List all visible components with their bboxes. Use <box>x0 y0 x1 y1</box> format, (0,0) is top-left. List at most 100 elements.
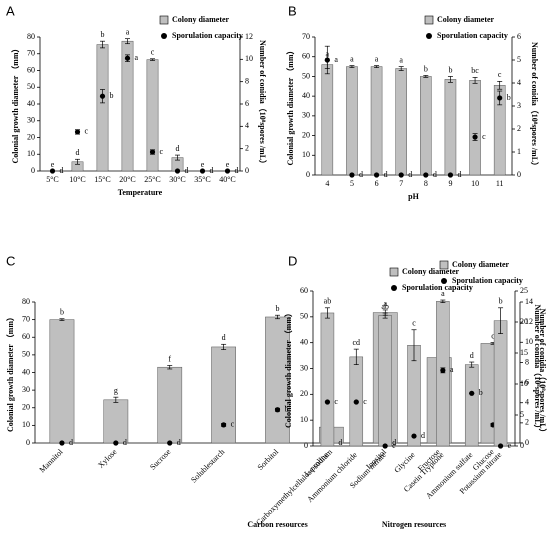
y-tick-label: 60 <box>22 332 30 341</box>
significance-letter: b <box>285 405 289 414</box>
y2-tick-label: 5 <box>520 410 524 419</box>
significance-letter: a <box>450 365 454 374</box>
y-axis-title: Colonial growth diameter （mm） <box>5 313 15 432</box>
significance-letter: b <box>499 297 503 306</box>
error-bar <box>221 343 227 350</box>
error-bar <box>349 65 355 68</box>
x-tick-label: Glycine <box>392 450 417 475</box>
point <box>74 129 81 135</box>
significance-letter: a <box>383 299 387 308</box>
y2-tick-label: 0 <box>245 166 249 175</box>
significance-letter: c <box>482 132 486 141</box>
bar <box>103 399 129 444</box>
error-bar <box>447 76 453 83</box>
error-bar <box>100 40 105 49</box>
point <box>324 399 331 405</box>
error-bar <box>125 38 130 45</box>
point <box>167 440 173 446</box>
y2-tick-label: 12 <box>245 32 253 41</box>
significance-letter: f <box>168 354 171 363</box>
x-tick-label: 5 <box>350 179 354 188</box>
x-axis-title: Carbon resources <box>247 520 307 529</box>
significance-letter: d <box>421 431 425 440</box>
x-tick-label: 6 <box>375 179 379 188</box>
y-tick-label: 20 <box>300 389 308 398</box>
significance-letter: a <box>375 54 379 63</box>
error-bar <box>423 75 429 78</box>
error-bar <box>353 348 359 365</box>
y2-tick-label: 0 <box>517 170 521 179</box>
significance-letter: c <box>491 331 495 340</box>
significance-letter: a <box>399 55 403 64</box>
significance-letter: b <box>276 304 280 313</box>
point <box>497 95 503 101</box>
y-tick-label: 70 <box>27 49 35 58</box>
y-tick-label: 0 <box>306 170 310 179</box>
significance-letter: b <box>101 30 105 39</box>
significance-letter: b <box>448 65 452 74</box>
significance-letter: a <box>135 53 139 62</box>
legend-swatch <box>424 15 434 25</box>
x-tick-label: 7 <box>399 179 403 188</box>
y2-axis-title: Number of conidia（10⁸spores /mL） <box>533 304 543 432</box>
panel-letter: C <box>6 253 15 268</box>
point <box>472 134 478 140</box>
error-bar <box>411 329 417 362</box>
point <box>469 390 475 396</box>
point <box>224 168 231 174</box>
y-tick-label: 80 <box>27 32 35 41</box>
significance-letter: b <box>507 93 511 102</box>
y2-tick-label: 15 <box>520 348 528 357</box>
legend-swatch <box>159 15 169 25</box>
significance-letter: d <box>60 166 64 175</box>
significance-letter: d <box>359 170 363 179</box>
x-axis-title: Nitrogen resources <box>382 520 446 529</box>
y-tick-label: 20 <box>22 403 30 412</box>
y-tick-label: 60 <box>27 65 35 74</box>
bar <box>420 76 432 176</box>
y2-tick-label: 14 <box>525 297 533 306</box>
point <box>411 433 417 439</box>
y2-tick-label: 4 <box>517 78 521 87</box>
legend-label: Sporulation capacity <box>402 283 473 292</box>
significance-letter: b <box>479 388 483 397</box>
y2-tick-label: 10 <box>520 379 528 388</box>
point <box>274 407 281 413</box>
point <box>113 440 119 446</box>
point <box>199 168 206 174</box>
legend-swatch <box>441 278 447 284</box>
y-tick-label: 0 <box>304 441 308 450</box>
point <box>440 367 446 373</box>
point <box>353 399 359 405</box>
y-tick-label: 20 <box>27 132 35 141</box>
legend-swatch <box>161 33 167 39</box>
x-tick-label: 4 <box>325 179 329 188</box>
x-tick-label: Ammonium chloride <box>305 450 359 504</box>
x-tick-label: Mannitol <box>38 447 66 475</box>
significance-letter: d <box>392 438 396 447</box>
significance-letter: b <box>424 64 428 73</box>
significance-letter: c <box>85 127 89 136</box>
y2-tick-label: 6 <box>245 99 249 108</box>
y2-tick-label: 8 <box>245 76 249 85</box>
significance-letter: d <box>384 170 388 179</box>
y-tick-label: 50 <box>22 350 30 359</box>
x-tick-label: 15°C <box>94 175 111 184</box>
error-bar <box>59 318 65 321</box>
y2-tick-label: 3 <box>517 101 521 110</box>
x-tick-label: Sucrose <box>148 447 173 472</box>
legend-swatch <box>389 267 399 277</box>
legend-label: Colony diameter <box>437 15 495 24</box>
error-bar <box>497 81 503 90</box>
bar <box>321 64 334 176</box>
point <box>49 168 56 174</box>
x-tick-label: 10°C <box>69 175 86 184</box>
significance-letter: d <box>176 144 180 153</box>
point <box>373 172 380 178</box>
bar <box>370 66 383 176</box>
error-bar <box>374 65 380 68</box>
legend-label: Colony diameter <box>402 267 460 276</box>
y-tick-label: 80 <box>22 297 30 306</box>
bar <box>265 316 290 444</box>
